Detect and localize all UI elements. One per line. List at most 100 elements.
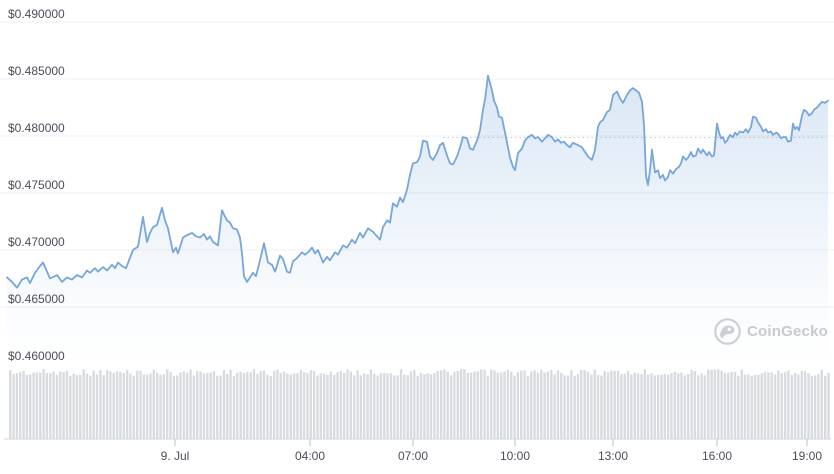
volume-bar — [59, 371, 62, 439]
volume-bar — [620, 374, 623, 439]
volume-bar — [763, 371, 767, 439]
volume-bar — [817, 374, 820, 439]
volume-bar — [747, 374, 750, 439]
volume-bar — [476, 371, 479, 439]
volume-bar — [573, 375, 576, 439]
volume-bar — [239, 371, 242, 439]
volume-bar — [25, 374, 29, 439]
volume-bar — [186, 372, 189, 439]
coingecko-logo-icon — [714, 318, 741, 345]
coingecko-watermark[interactable]: CoinGecko — [714, 318, 828, 345]
volume-bar — [449, 375, 453, 439]
volume-bar — [112, 372, 115, 439]
volume-bar — [89, 375, 92, 439]
volume-bar — [336, 372, 339, 439]
volume-bar — [333, 374, 336, 439]
volume-bar — [206, 373, 209, 439]
volume-bar — [309, 370, 312, 439]
volume-bar — [820, 369, 823, 439]
volume-bar — [710, 369, 713, 439]
x-axis-label: 16:00 — [702, 449, 732, 463]
volume-bar — [166, 369, 169, 439]
volume-bar — [75, 375, 79, 439]
volume-bar — [419, 373, 423, 439]
volume-bar — [409, 371, 413, 439]
volume-bar — [556, 370, 560, 439]
volume-bar — [570, 370, 573, 439]
volume-bar — [433, 373, 436, 439]
volume-bar — [446, 371, 449, 439]
volume-bar — [282, 371, 286, 439]
volume-bar — [272, 370, 276, 439]
volume-bar — [132, 375, 135, 439]
volume-bar — [493, 370, 496, 439]
volume-bar — [520, 370, 523, 439]
volume-bar — [149, 373, 152, 439]
volume-bar — [503, 371, 506, 439]
volume-bar — [523, 370, 526, 439]
volume-bar — [353, 375, 356, 439]
volume-bar — [403, 374, 406, 439]
volume-bar — [389, 373, 393, 439]
x-axis-label: 10:00 — [500, 449, 530, 463]
volume-bar — [229, 369, 232, 439]
volume-bar — [720, 370, 723, 439]
volume-bar — [543, 372, 546, 439]
volume-bar — [606, 372, 610, 439]
volume-bar — [52, 371, 55, 439]
volume-bar — [55, 374, 59, 439]
y-axis-label: $0.460000 — [8, 349, 65, 363]
volume-bar — [456, 371, 459, 439]
volume-bar — [463, 369, 466, 439]
volume-bar — [343, 373, 346, 439]
volume-bar — [172, 375, 176, 439]
volume-bar — [717, 369, 720, 439]
volume-bar — [680, 372, 683, 439]
volume-bar — [269, 375, 272, 439]
volume-bar — [510, 371, 513, 439]
volume-bar — [459, 369, 463, 439]
volume-bar — [783, 371, 787, 439]
volume-bar — [145, 375, 149, 439]
volume-bar — [246, 372, 249, 439]
volume-bar — [790, 374, 793, 439]
volume-bar — [12, 374, 15, 439]
volume-bar — [807, 373, 810, 439]
volume-bar — [242, 373, 246, 439]
volume-bar — [142, 374, 145, 439]
volume-bar — [19, 372, 22, 439]
volume-bar — [159, 374, 162, 439]
volume-bar — [660, 374, 663, 439]
volume-bar — [339, 370, 343, 439]
volume-bar — [356, 370, 359, 439]
volume-bar — [777, 370, 780, 439]
volume-bar — [426, 373, 429, 439]
volume-bar — [596, 374, 600, 439]
volume-bar — [226, 373, 229, 439]
volume-bar — [119, 371, 122, 439]
volume-bar — [623, 373, 626, 439]
volume-bar — [262, 370, 266, 439]
volume-bar — [730, 371, 733, 439]
volume-bar — [603, 371, 606, 439]
volume-bar — [473, 371, 476, 439]
volume-bar — [583, 370, 586, 439]
volume-bar — [560, 372, 563, 439]
volume-bar — [526, 375, 530, 439]
volume-bar — [105, 370, 109, 439]
volume-bar — [530, 371, 533, 439]
volume-bar — [95, 374, 99, 439]
volume-bar — [399, 369, 403, 439]
volume-bar — [49, 373, 52, 439]
volume-bar — [653, 375, 656, 439]
volume-bar — [600, 375, 603, 439]
volume-bar — [232, 375, 236, 439]
volume-bar — [500, 372, 503, 439]
volume-bar — [125, 369, 129, 439]
volume-bar — [35, 372, 39, 439]
volume-bar — [179, 372, 182, 439]
volume-bar — [810, 375, 813, 439]
volume-bar — [122, 373, 125, 439]
volume-bar — [219, 375, 222, 439]
